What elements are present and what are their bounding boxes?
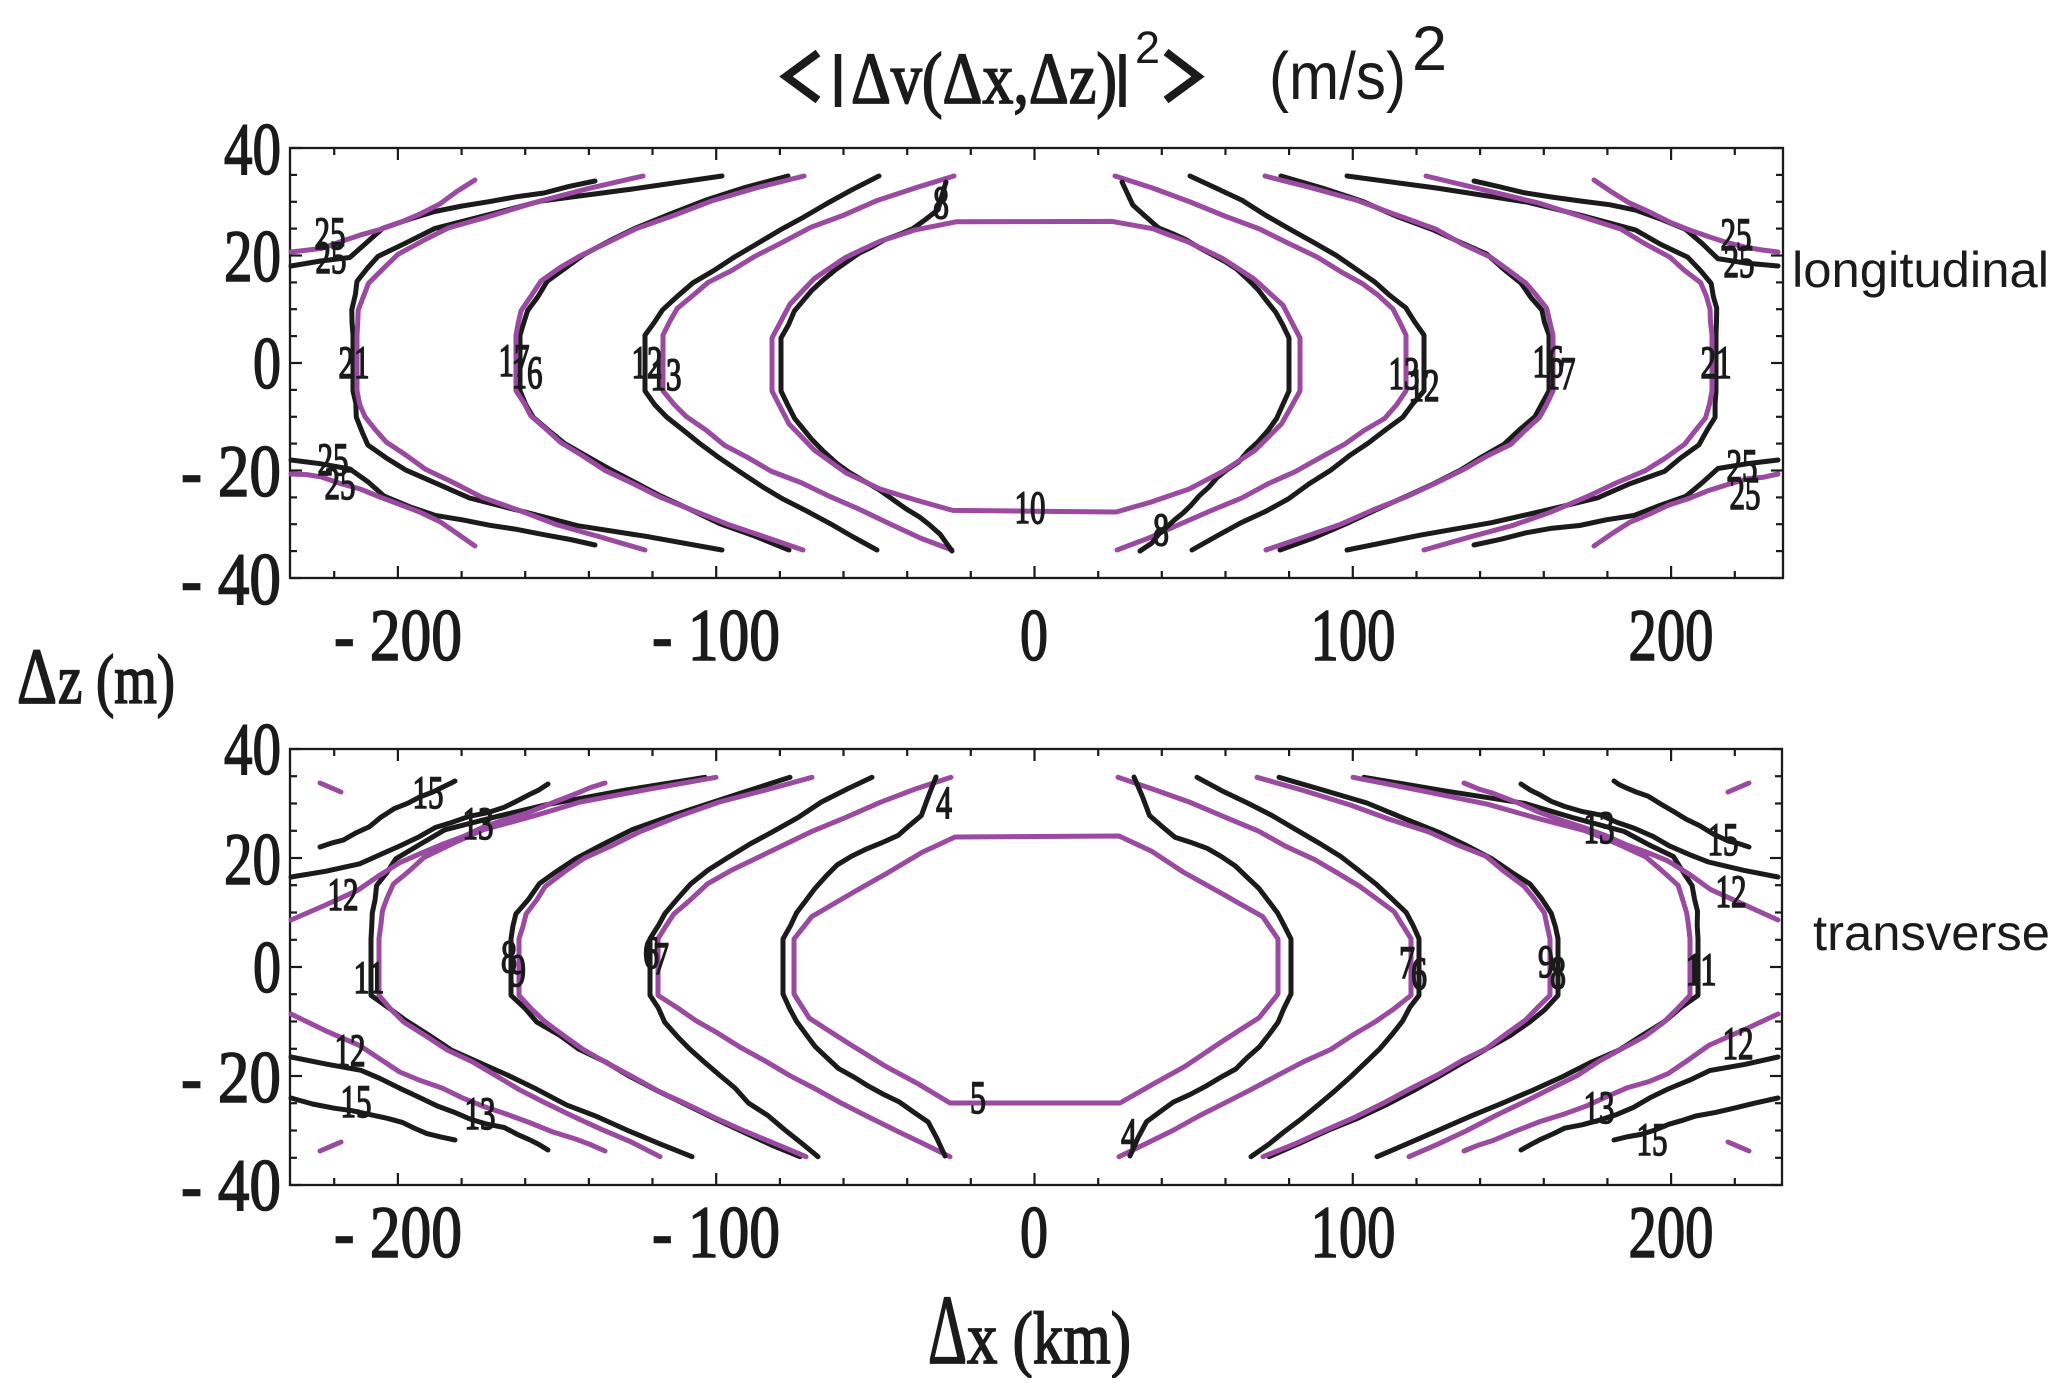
svg-text:8: 8: [501, 931, 517, 983]
svg-text:- 40: - 40: [181, 539, 281, 621]
svg-text:25: 25: [1724, 236, 1755, 288]
svg-text:- 100: - 100: [652, 595, 780, 677]
svg-text:z (m): z (m): [58, 642, 175, 719]
svg-text:25: 25: [315, 208, 346, 260]
svg-text:5: 5: [970, 1072, 986, 1124]
svg-text:13: 13: [465, 1088, 496, 1140]
svg-text:12: 12: [1409, 360, 1440, 412]
svg-text:15: 15: [341, 1076, 372, 1128]
svg-text:7: 7: [1399, 937, 1415, 989]
svg-text:4: 4: [936, 777, 952, 829]
svg-text:10: 10: [1015, 482, 1046, 534]
svg-text:(m/s): (m/s): [1269, 39, 1406, 114]
svg-text:25: 25: [316, 232, 347, 284]
svg-text:21: 21: [339, 337, 370, 389]
svg-text:17: 17: [499, 335, 530, 387]
svg-text:0: 0: [253, 927, 281, 1009]
svg-text:6: 6: [1411, 948, 1427, 1000]
svg-text:11: 11: [354, 952, 385, 1004]
svg-text:6: 6: [643, 927, 659, 979]
svg-text:15: 15: [1637, 1114, 1668, 1166]
svg-text:12: 12: [632, 337, 663, 389]
svg-text:20: 20: [224, 819, 281, 901]
svg-text:40: 40: [224, 709, 281, 791]
svg-text:12: 12: [328, 869, 359, 921]
svg-text:200: 200: [1629, 595, 1714, 677]
svg-text:25: 25: [1730, 468, 1761, 520]
svg-text:- 100: - 100: [652, 1192, 780, 1274]
svg-text:15: 15: [413, 767, 444, 819]
svg-text:12: 12: [335, 1025, 366, 1077]
svg-text:11: 11: [1686, 944, 1717, 996]
svg-text:17: 17: [1545, 348, 1576, 400]
svg-text:9: 9: [510, 945, 526, 997]
svg-text:15: 15: [1708, 814, 1739, 866]
svg-text:12: 12: [1723, 1018, 1754, 1070]
svg-text:13: 13: [651, 349, 682, 401]
svg-text:25: 25: [318, 434, 349, 486]
svg-text:transverse: transverse: [1813, 905, 2050, 961]
svg-text:100: 100: [1311, 1192, 1396, 1274]
svg-text:20: 20: [224, 216, 281, 298]
svg-text:100: 100: [1311, 595, 1396, 677]
svg-text:12: 12: [1716, 866, 1747, 918]
svg-text:0: 0: [253, 323, 281, 405]
svg-text:x (km): x (km): [967, 1298, 1131, 1378]
svg-text:longitudinal: longitudinal: [1792, 242, 2049, 298]
svg-text:0: 0: [1020, 595, 1048, 677]
svg-text:4: 4: [1121, 1109, 1137, 1161]
svg-text:13: 13: [1389, 348, 1420, 400]
svg-text:25: 25: [1721, 209, 1752, 261]
svg-text:40: 40: [224, 109, 281, 191]
svg-text:8: 8: [1550, 947, 1566, 999]
svg-text:16: 16: [512, 347, 543, 399]
svg-text:- 200: - 200: [334, 595, 462, 677]
svg-text:8: 8: [1153, 504, 1169, 556]
svg-text:13: 13: [1584, 802, 1615, 854]
svg-text:Δ: Δ: [17, 634, 57, 721]
svg-text:Δv(Δx,Δz): Δv(Δx,Δz): [851, 38, 1117, 119]
svg-text:8: 8: [933, 177, 949, 229]
svg-text:2: 2: [1135, 22, 1160, 73]
svg-text:16: 16: [1533, 336, 1564, 388]
svg-text:200: 200: [1629, 1192, 1714, 1274]
svg-text:21: 21: [1701, 337, 1732, 389]
svg-text:0: 0: [1020, 1192, 1048, 1274]
svg-text:Δ: Δ: [928, 1276, 967, 1378]
svg-text:- 40: - 40: [181, 1145, 281, 1227]
svg-text:- 200: - 200: [334, 1192, 462, 1274]
svg-text:9: 9: [1538, 936, 1554, 988]
svg-text:2: 2: [1412, 14, 1447, 84]
svg-text:25: 25: [325, 458, 356, 510]
svg-text:- 20: - 20: [181, 431, 281, 513]
svg-text:25: 25: [1727, 440, 1758, 492]
svg-text:13: 13: [1584, 1082, 1615, 1134]
svg-text:- 20: - 20: [181, 1037, 281, 1119]
svg-text:13: 13: [463, 798, 494, 850]
svg-text:7: 7: [653, 933, 669, 985]
